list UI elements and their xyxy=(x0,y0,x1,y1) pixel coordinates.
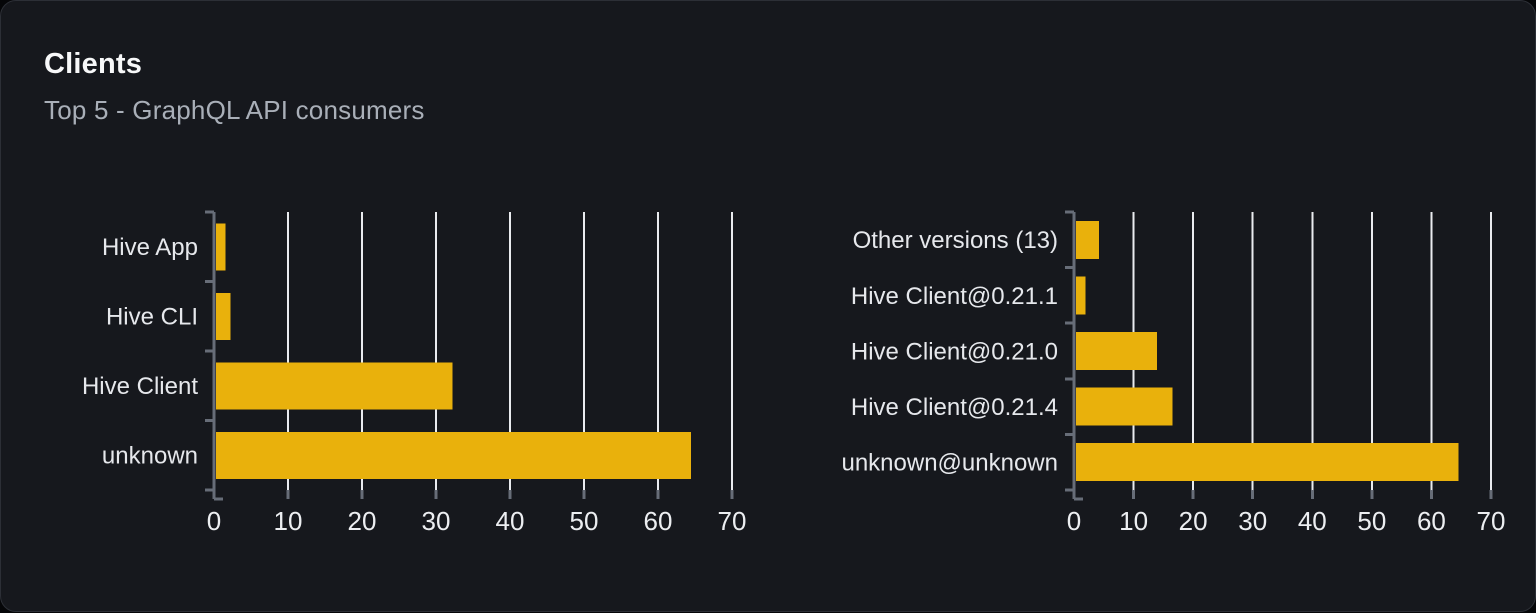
bar-unknown[interactable] xyxy=(216,432,691,479)
category-label: Hive Client xyxy=(82,373,198,400)
x-tick-label: 30 xyxy=(422,506,451,536)
category-label: unknown xyxy=(102,443,198,470)
category-label: unknown@unknown xyxy=(841,450,1058,477)
category-label: Hive Client@0.21.0 xyxy=(851,338,1058,365)
x-tick-label: 30 xyxy=(1238,506,1267,536)
x-tick-label: 20 xyxy=(348,506,377,536)
x-tick-label: 20 xyxy=(1179,506,1208,536)
category-label: Hive App xyxy=(102,234,198,261)
x-tick-label: 50 xyxy=(1357,506,1386,536)
bar-hive-app[interactable] xyxy=(216,223,225,270)
bar-unknown-unknown[interactable] xyxy=(1076,443,1459,481)
x-tick-label: 0 xyxy=(207,506,221,536)
category-label: Hive Client@0.21.1 xyxy=(851,283,1058,310)
x-tick-label: 70 xyxy=(1477,506,1506,536)
left-chart: Hive App Hive CLI Hive Client unknown 0 10 20 3… xyxy=(82,212,747,536)
bar-hive-client-0.21.0[interactable] xyxy=(1076,332,1157,370)
category-label: Hive Client@0.21.4 xyxy=(851,394,1058,421)
category-label: Hive CLI xyxy=(106,304,198,331)
bar-hive-client[interactable] xyxy=(216,362,453,409)
x-tick-label: 10 xyxy=(274,506,303,536)
bar-hive-cli[interactable] xyxy=(216,293,231,340)
x-tick-label: 50 xyxy=(570,506,599,536)
x-tick-label: 60 xyxy=(1417,506,1446,536)
bar-hive-client-0.21.1[interactable] xyxy=(1076,276,1086,314)
bar-other-versions-13-[interactable] xyxy=(1076,221,1099,259)
right-chart: Other versions (13) Hive Client@0.21.1 Hiv… xyxy=(841,212,1505,536)
x-tick-label: 10 xyxy=(1119,506,1148,536)
x-tick-label: 0 xyxy=(1067,506,1081,536)
category-label: Other versions (13) xyxy=(853,227,1058,254)
x-tick-label: 70 xyxy=(718,506,747,536)
x-tick-label: 40 xyxy=(496,506,525,536)
x-tick-label: 40 xyxy=(1298,506,1327,536)
x-tick-label: 60 xyxy=(644,506,673,536)
bar-hive-client-0.21.4[interactable] xyxy=(1076,388,1173,426)
